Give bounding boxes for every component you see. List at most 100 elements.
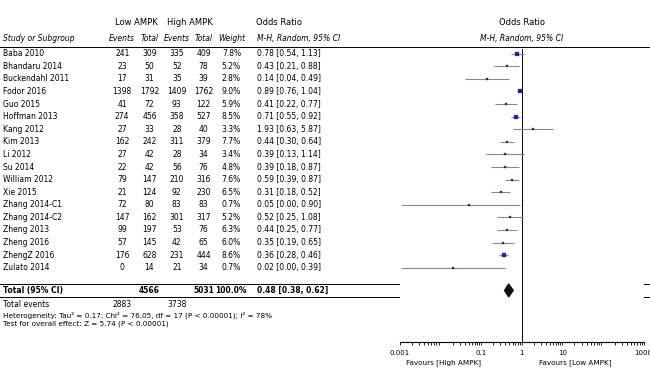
Text: 147: 147 (115, 213, 129, 222)
Text: Test for overall effect: Z = 5.74 (P < 0.00001): Test for overall effect: Z = 5.74 (P < 0… (3, 321, 168, 327)
Text: Favours [Low AMPK]: Favours [Low AMPK] (539, 359, 612, 366)
Text: 409: 409 (196, 49, 211, 58)
Text: 301: 301 (170, 213, 184, 222)
Text: Guo 2015: Guo 2015 (3, 99, 40, 108)
Text: 4.8%: 4.8% (222, 163, 241, 172)
Text: 0.7%: 0.7% (222, 263, 241, 272)
Text: M-H, Random, 95% CI: M-H, Random, 95% CI (480, 34, 564, 43)
Text: 50: 50 (144, 62, 155, 71)
Text: 0.35 [0.19, 0.65]: 0.35 [0.19, 0.65] (257, 238, 320, 247)
Text: 3738: 3738 (167, 300, 187, 309)
Text: 1398: 1398 (112, 87, 132, 96)
Text: Zulato 2014: Zulato 2014 (3, 263, 49, 272)
Text: 0.31 [0.18, 0.52]: 0.31 [0.18, 0.52] (257, 188, 320, 197)
Text: 0: 0 (120, 263, 125, 272)
Text: William 2012: William 2012 (3, 175, 53, 184)
Text: Study or Subgroup: Study or Subgroup (3, 34, 74, 43)
Text: 40: 40 (199, 125, 208, 134)
Text: 0.36 [0.28, 0.46]: 0.36 [0.28, 0.46] (257, 251, 320, 260)
Text: 79: 79 (117, 175, 127, 184)
Text: 27: 27 (118, 125, 127, 134)
Text: 6.0%: 6.0% (222, 238, 241, 247)
Text: 83: 83 (199, 200, 208, 209)
Text: 0.44 [0.30, 0.64]: 0.44 [0.30, 0.64] (257, 137, 321, 146)
Text: 28: 28 (172, 150, 181, 159)
Text: 0.89 [0.76, 1.04]: 0.89 [0.76, 1.04] (257, 87, 320, 96)
Text: 31: 31 (145, 74, 154, 84)
Text: 53: 53 (172, 226, 182, 234)
Text: 39: 39 (199, 74, 208, 84)
Text: Baba 2010: Baba 2010 (3, 49, 44, 58)
Text: Heterogeneity: Tau² = 0.17; Chi² = 76.05, df = 17 (P < 0.00001); I² = 78%: Heterogeneity: Tau² = 0.17; Chi² = 76.05… (3, 311, 272, 319)
Text: Total (95% CI): Total (95% CI) (3, 286, 62, 295)
Text: Total: Total (140, 34, 159, 43)
Text: 76: 76 (199, 163, 208, 172)
Text: Odds Ratio: Odds Ratio (257, 18, 302, 27)
Text: 99: 99 (117, 226, 127, 234)
Text: 3.4%: 3.4% (222, 150, 241, 159)
Text: 6.3%: 6.3% (222, 226, 241, 234)
Text: Kang 2012: Kang 2012 (3, 125, 44, 134)
Text: 65: 65 (199, 238, 208, 247)
Text: Buckendahl 2011: Buckendahl 2011 (3, 74, 69, 84)
Text: 100.0%: 100.0% (216, 286, 247, 295)
Text: 57: 57 (117, 238, 127, 247)
Text: 0.71 [0.55, 0.92]: 0.71 [0.55, 0.92] (257, 112, 320, 121)
Text: 5.9%: 5.9% (222, 99, 241, 108)
Text: 93: 93 (172, 99, 182, 108)
Text: Zheng 2013: Zheng 2013 (3, 226, 49, 234)
Text: 231: 231 (170, 251, 184, 260)
Text: 80: 80 (145, 200, 154, 209)
Text: 628: 628 (142, 251, 157, 260)
Text: 444: 444 (196, 251, 211, 260)
Text: 197: 197 (142, 226, 157, 234)
Text: 124: 124 (142, 188, 157, 197)
Text: 176: 176 (115, 251, 129, 260)
Text: Weight: Weight (218, 34, 245, 43)
Text: 0.02 [0.00, 0.39]: 0.02 [0.00, 0.39] (257, 263, 320, 272)
Text: 8.6%: 8.6% (222, 251, 241, 260)
Text: 28: 28 (172, 125, 181, 134)
Text: 0.05 [0.00, 0.90]: 0.05 [0.00, 0.90] (257, 200, 321, 209)
Text: 147: 147 (142, 175, 157, 184)
Text: 241: 241 (115, 49, 129, 58)
Text: 0.39 [0.18, 0.87]: 0.39 [0.18, 0.87] (257, 163, 320, 172)
Text: 0.44 [0.25, 0.77]: 0.44 [0.25, 0.77] (257, 226, 320, 234)
Text: 317: 317 (196, 213, 211, 222)
Text: Fodor 2016: Fodor 2016 (3, 87, 46, 96)
Text: 42: 42 (172, 238, 181, 247)
Text: 309: 309 (142, 49, 157, 58)
Text: Events: Events (164, 34, 190, 43)
Text: 1792: 1792 (140, 87, 159, 96)
Text: 145: 145 (142, 238, 157, 247)
Text: 76: 76 (199, 226, 208, 234)
Text: Hoffman 2013: Hoffman 2013 (3, 112, 57, 121)
Text: Total: Total (194, 34, 213, 43)
Text: 34: 34 (199, 263, 208, 272)
Text: 210: 210 (170, 175, 184, 184)
Text: 2883: 2883 (112, 300, 132, 309)
Text: 0.48 [0.38, 0.62]: 0.48 [0.38, 0.62] (257, 286, 328, 295)
Text: 33: 33 (144, 125, 155, 134)
Text: Bhandaru 2014: Bhandaru 2014 (3, 62, 62, 71)
Text: 17: 17 (118, 74, 127, 84)
Text: 9.0%: 9.0% (222, 87, 241, 96)
Text: Kim 2013: Kim 2013 (3, 137, 39, 146)
Text: 316: 316 (196, 175, 211, 184)
Text: 162: 162 (142, 213, 157, 222)
Text: 92: 92 (172, 188, 181, 197)
Text: 230: 230 (196, 188, 211, 197)
Text: High AMPK: High AMPK (167, 18, 213, 27)
Text: 5031: 5031 (193, 286, 214, 295)
Text: 14: 14 (145, 263, 154, 272)
Text: 274: 274 (115, 112, 129, 121)
Text: 0.43 [0.21, 0.88]: 0.43 [0.21, 0.88] (257, 62, 320, 71)
Text: 27: 27 (118, 150, 127, 159)
Text: 4566: 4566 (139, 286, 160, 295)
Polygon shape (504, 284, 514, 297)
Text: 1.93 [0.63, 5.87]: 1.93 [0.63, 5.87] (257, 125, 320, 134)
Text: 5.2%: 5.2% (222, 213, 241, 222)
Text: 527: 527 (196, 112, 211, 121)
Text: 42: 42 (145, 150, 154, 159)
Text: 0.39 [0.13, 1.14]: 0.39 [0.13, 1.14] (257, 150, 320, 159)
